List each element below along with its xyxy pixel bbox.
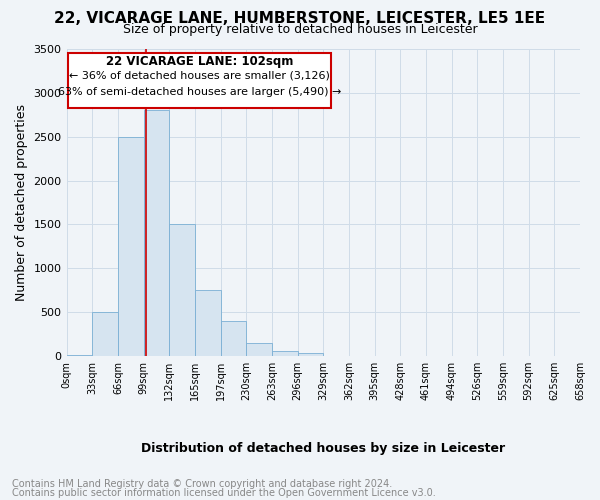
Bar: [246, 343, 272, 356]
Bar: [92, 312, 118, 356]
Bar: [298, 354, 323, 356]
Text: Contains public sector information licensed under the Open Government Licence v3: Contains public sector information licen…: [12, 488, 436, 498]
Bar: [195, 290, 221, 356]
Bar: [272, 351, 298, 356]
Text: 22 VICARAGE LANE: 102sqm: 22 VICARAGE LANE: 102sqm: [106, 55, 293, 68]
Bar: [118, 136, 143, 356]
FancyBboxPatch shape: [68, 52, 331, 108]
Text: Size of property relative to detached houses in Leicester: Size of property relative to detached ho…: [122, 22, 478, 36]
Bar: [221, 321, 246, 356]
Text: 63% of semi-detached houses are larger (5,490) →: 63% of semi-detached houses are larger (…: [58, 86, 341, 97]
Text: 22, VICARAGE LANE, HUMBERSTONE, LEICESTER, LE5 1EE: 22, VICARAGE LANE, HUMBERSTONE, LEICESTE…: [55, 11, 545, 26]
X-axis label: Distribution of detached houses by size in Leicester: Distribution of detached houses by size …: [141, 442, 505, 455]
Bar: [169, 224, 195, 356]
Bar: [143, 110, 169, 356]
Y-axis label: Number of detached properties: Number of detached properties: [15, 104, 28, 301]
Bar: [67, 355, 92, 356]
Text: Contains HM Land Registry data © Crown copyright and database right 2024.: Contains HM Land Registry data © Crown c…: [12, 479, 392, 489]
Text: ← 36% of detached houses are smaller (3,126): ← 36% of detached houses are smaller (3,…: [69, 71, 330, 81]
